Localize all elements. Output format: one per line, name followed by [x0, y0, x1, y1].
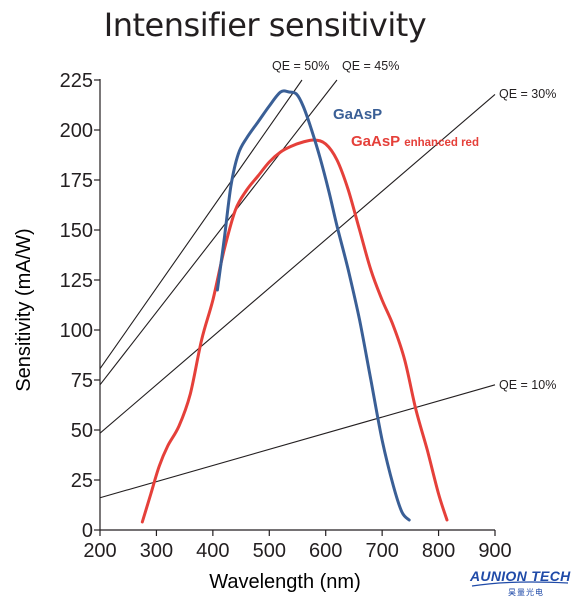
y-tick-label: 75	[71, 370, 93, 392]
labels: QE = 50% QE = 45%QE = 30%QE = 10%GaAsPGaA…	[272, 59, 556, 392]
x-axis-title: Wavelength (nm)	[209, 571, 361, 593]
qe-label: QE = 30%	[499, 87, 556, 101]
x-tick-label: 200	[83, 540, 116, 562]
axes: 0 25 50 75 100 125 150 175 200 225 200 300 400 500 600…	[13, 70, 512, 593]
y-tick-label: 125	[60, 270, 93, 292]
qe-reference-line	[99, 94, 496, 434]
x-tick-label: 900	[478, 540, 511, 562]
y-tick-label: 225	[60, 70, 93, 92]
qe-reference-line	[99, 79, 303, 370]
series-lines	[140, 89, 449, 524]
x-tick-label: 500	[253, 540, 286, 562]
y-tick-label: 200	[60, 120, 93, 142]
brand-logo: AUNION TECH 昊量光电	[470, 568, 570, 604]
qe-label: QE = 50%	[272, 59, 329, 73]
chart-title: Intensifier sensitivity	[103, 6, 427, 44]
series-label-main: GaAsP	[351, 133, 400, 150]
series-line-gaasp-enhanced-red	[140, 138, 449, 524]
series-line-gaasp	[215, 89, 411, 522]
logo-swoosh-icon	[471, 581, 569, 587]
x-tick-label: 300	[140, 540, 173, 562]
x-tick-label: 600	[309, 540, 342, 562]
y-tick-label: 50	[71, 420, 93, 442]
qe-reference-line	[99, 384, 496, 499]
qe-reference-line	[99, 79, 338, 386]
y-tick-label: 150	[60, 220, 93, 242]
qe-label: QE = 45%	[342, 59, 399, 73]
qe-reference-lines	[99, 79, 496, 499]
x-tick-label: 400	[196, 540, 229, 562]
y-tick-label: 100	[60, 320, 93, 342]
y-axis-title: Sensitivity (mA/W)	[13, 228, 35, 391]
y-tick-label: 0	[82, 520, 93, 542]
series-label-suffix: enhanced red	[404, 137, 479, 149]
series-label-gaasp-enhanced-red: GaAsP enhanced red	[351, 133, 479, 150]
x-tick-label: 800	[422, 540, 455, 562]
x-tick-label: 700	[365, 540, 398, 562]
qe-label: QE = 10%	[499, 378, 556, 392]
y-tick-label: 175	[60, 170, 93, 192]
y-tick-label: 25	[71, 470, 93, 492]
logo-subtext: 昊量光电	[508, 588, 544, 597]
series-label-gaasp: GaAsP	[333, 106, 382, 123]
logo-text: AUNION TECH	[470, 568, 571, 584]
